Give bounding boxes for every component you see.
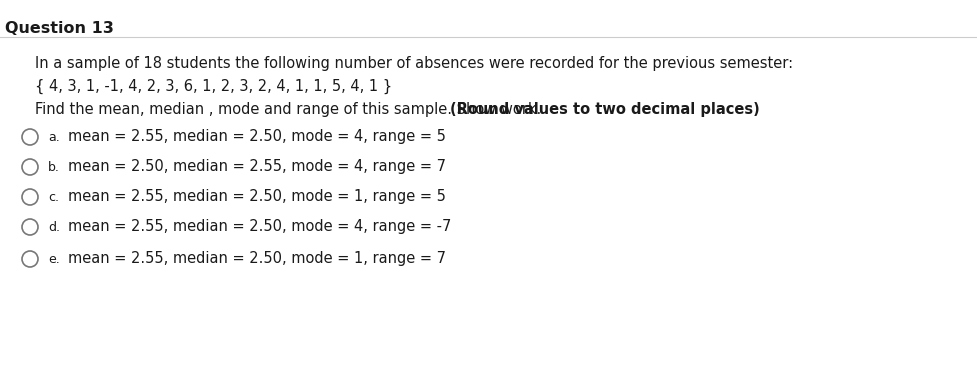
Text: mean = 2.55, median = 2.50, mode = 1, range = 7: mean = 2.55, median = 2.50, mode = 1, ra… (68, 251, 446, 266)
Text: a.: a. (48, 131, 60, 144)
Text: mean = 2.55, median = 2.50, mode = 1, range = 5: mean = 2.55, median = 2.50, mode = 1, ra… (68, 189, 446, 204)
Text: In a sample of 18 students the following number of absences were recorded for th: In a sample of 18 students the following… (35, 56, 792, 71)
Text: mean = 2.55, median = 2.50, mode = 4, range = -7: mean = 2.55, median = 2.50, mode = 4, ra… (68, 219, 451, 234)
Text: e.: e. (48, 253, 60, 266)
Text: (Round values to two decimal places): (Round values to two decimal places) (449, 102, 759, 117)
Text: Find the mean, median , mode and range of this sample. Show work.: Find the mean, median , mode and range o… (35, 102, 545, 117)
Text: c.: c. (48, 191, 59, 204)
Text: Question 13: Question 13 (5, 21, 113, 36)
Text: b.: b. (48, 161, 60, 174)
Text: mean = 2.50, median = 2.55, mode = 4, range = 7: mean = 2.50, median = 2.55, mode = 4, ra… (68, 159, 446, 174)
Text: { 4, 3, 1, -1, 4, 2, 3, 6, 1, 2, 3, 2, 4, 1, 1, 5, 4, 1 }: { 4, 3, 1, -1, 4, 2, 3, 6, 1, 2, 3, 2, 4… (35, 79, 392, 94)
Text: d.: d. (48, 221, 60, 234)
Text: mean = 2.55, median = 2.50, mode = 4, range = 5: mean = 2.55, median = 2.50, mode = 4, ra… (68, 129, 446, 144)
